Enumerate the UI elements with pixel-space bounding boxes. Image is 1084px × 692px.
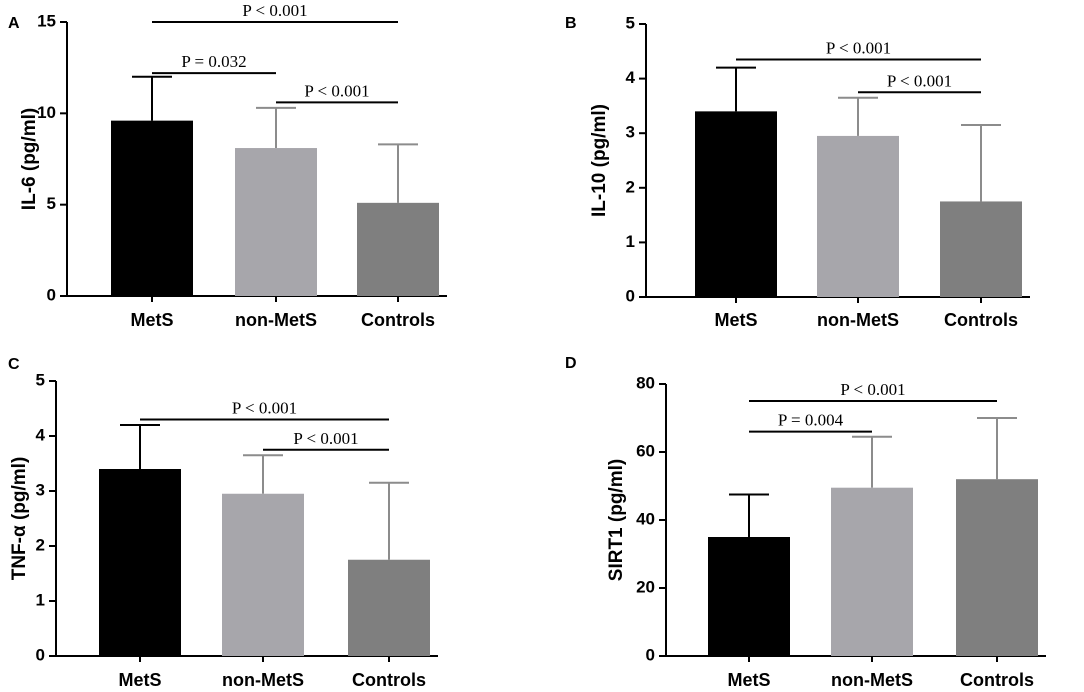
x-tick-label: MetS <box>118 670 161 690</box>
y-tick-label: 0 <box>47 285 56 304</box>
bar-controls <box>357 202 439 296</box>
panel-c: C TNF-α (pg/ml) 0 1 2 3 4 5 MetS non-MetS Controls… <box>8 356 438 690</box>
panel-letter: D <box>565 355 577 372</box>
x-tick-label: MetS <box>714 310 757 330</box>
y-tick-label: 5 <box>47 194 56 213</box>
y-tick-label: 0 <box>646 645 655 664</box>
y-axis-label: IL-6 (pg/ml) <box>19 108 40 210</box>
y-tick-label: 4 <box>626 68 636 87</box>
significance-label: P = 0.032 <box>181 52 246 71</box>
panel-letter: C <box>8 356 20 373</box>
y-tick-label: 3 <box>626 123 635 142</box>
y-tick-label: 3 <box>36 480 45 499</box>
panel-letter: A <box>8 15 20 32</box>
panel-a: A IL-6 (pg/ml) 0 5 10 15 MetS non-MetS Controls P… <box>8 1 447 330</box>
bar-non-mets <box>222 493 304 656</box>
x-tick-label: non-MetS <box>817 310 899 330</box>
y-tick-label: 5 <box>626 13 635 32</box>
bar-controls <box>940 201 1022 297</box>
x-tick-label: Controls <box>944 310 1018 330</box>
y-axis-label: TNF-α (pg/ml) <box>9 457 30 581</box>
y-tick-label: 4 <box>36 425 46 444</box>
panel-d: D SIRT1 (pg/ml) 0 20 40 60 80 MetS non-MetS Contr… <box>565 355 1046 690</box>
bar-mets <box>99 469 181 656</box>
x-tick-label: non-MetS <box>222 670 304 690</box>
panel-letter: B <box>565 15 577 32</box>
significance-label: P < 0.001 <box>232 399 297 418</box>
bar-non-mets <box>235 148 317 296</box>
y-tick-label: 0 <box>36 645 45 664</box>
x-tick-label: Controls <box>960 670 1034 690</box>
y-axis-label: SIRT1 (pg/ml) <box>606 459 627 581</box>
significance-label: P < 0.001 <box>887 71 952 90</box>
y-tick-label: 1 <box>626 232 635 251</box>
bar-mets <box>695 111 777 297</box>
bar-non-mets <box>817 135 899 297</box>
y-tick-label: 20 <box>636 577 655 596</box>
x-tick-label: Controls <box>352 670 426 690</box>
significance-label: P < 0.001 <box>826 38 891 57</box>
bar-controls <box>956 479 1038 656</box>
x-tick-label: non-MetS <box>831 670 913 690</box>
x-tick-label: MetS <box>130 310 173 330</box>
bar-mets <box>708 537 790 656</box>
significance-label: P < 0.001 <box>840 380 905 399</box>
significance-label: P < 0.001 <box>293 429 358 448</box>
y-tick-label: 80 <box>636 373 655 392</box>
y-tick-label: 10 <box>37 103 56 122</box>
bar-controls <box>348 559 430 656</box>
y-tick-label: 15 <box>37 11 56 30</box>
y-tick-label: 2 <box>626 177 635 196</box>
x-tick-label: MetS <box>727 670 770 690</box>
significance-label: P = 0.004 <box>778 411 844 430</box>
x-tick-label: Controls <box>361 310 435 330</box>
y-tick-label: 5 <box>36 370 45 389</box>
y-tick-label: 2 <box>36 535 45 554</box>
bar-non-mets <box>831 487 913 656</box>
bar-mets <box>111 120 193 296</box>
y-tick-label: 0 <box>626 286 635 305</box>
y-tick-label: 60 <box>636 441 655 460</box>
y-tick-label: 40 <box>636 509 655 528</box>
significance-label: P < 0.001 <box>304 81 369 100</box>
y-tick-label: 1 <box>36 590 45 609</box>
y-axis-label: IL-10 (pg/ml) <box>589 104 610 217</box>
panel-b: B IL-10 (pg/ml) 0 1 2 3 4 5 MetS non-MetS Controls… <box>565 13 1030 330</box>
significance-label: P < 0.001 <box>242 1 307 20</box>
x-tick-label: non-MetS <box>235 310 317 330</box>
